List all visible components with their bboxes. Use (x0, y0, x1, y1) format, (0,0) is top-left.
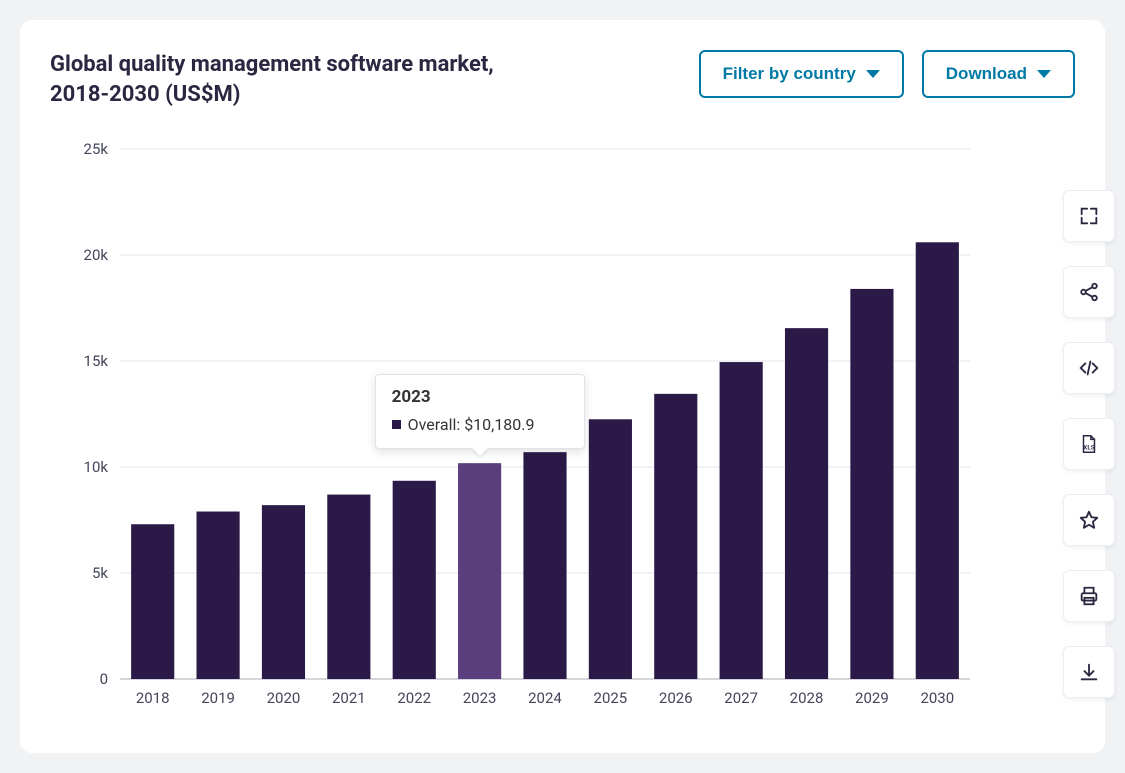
svg-text:15k: 15k (84, 352, 109, 370)
bar-2026[interactable] (654, 394, 697, 679)
star-icon (1078, 509, 1100, 531)
tooltip-arrow (472, 448, 488, 456)
chevron-down-icon (866, 70, 880, 78)
download-file-button[interactable] (1063, 646, 1115, 698)
bar-2023[interactable] (458, 464, 501, 680)
expand-icon (1078, 205, 1100, 227)
svg-text:2024: 2024 (528, 689, 562, 707)
share-button[interactable] (1063, 266, 1115, 318)
embed-button[interactable] (1063, 342, 1115, 394)
share-icon (1078, 281, 1100, 303)
svg-text:2028: 2028 (790, 689, 824, 707)
svg-text:2025: 2025 (594, 689, 628, 707)
chart-card: Global quality management software marke… (20, 20, 1105, 753)
svg-text:XLS: XLS (1083, 444, 1095, 452)
download-button[interactable]: Download (922, 50, 1075, 98)
svg-text:25k: 25k (84, 140, 109, 158)
bar-2018[interactable] (131, 525, 174, 680)
svg-text:10k: 10k (84, 458, 109, 476)
svg-text:5k: 5k (92, 564, 108, 582)
bar-2027[interactable] (720, 362, 763, 679)
svg-text:2026: 2026 (659, 689, 693, 707)
svg-text:2021: 2021 (332, 689, 366, 707)
bar-2029[interactable] (850, 289, 893, 679)
favorite-button[interactable] (1063, 494, 1115, 546)
bar-2024[interactable] (523, 453, 566, 680)
bar-2022[interactable] (393, 481, 436, 679)
svg-text:2019: 2019 (201, 689, 235, 707)
tooltip-title: 2023 (392, 387, 568, 407)
filter-by-country-button[interactable]: Filter by country (699, 50, 904, 98)
expand-button[interactable] (1063, 190, 1115, 242)
chart-tooltip: 2023 Overall: $10,180.9 (375, 374, 585, 449)
svg-text:2018: 2018 (136, 689, 170, 707)
header-actions: Filter by country Download (699, 50, 1075, 98)
print-icon (1078, 585, 1100, 607)
svg-text:0: 0 (100, 670, 108, 688)
tooltip-row: Overall: $10,180.9 (392, 415, 568, 434)
embed-icon (1078, 357, 1100, 379)
print-button[interactable] (1063, 570, 1115, 622)
svg-text:2027: 2027 (724, 689, 758, 707)
chart-title: Global quality management software marke… (50, 50, 550, 109)
bar-2028[interactable] (785, 329, 828, 680)
svg-text:2022: 2022 (397, 689, 431, 707)
svg-text:2030: 2030 (920, 689, 954, 707)
chart-area: 05k10k15k20k25k2018201920202021202220232… (50, 129, 1075, 719)
bar-2025[interactable] (589, 420, 632, 680)
side-toolbar: XLS (1063, 190, 1115, 698)
download-button-label: Download (946, 64, 1027, 84)
xls-icon: XLS (1078, 433, 1100, 455)
bar-2021[interactable] (327, 495, 370, 679)
tooltip-swatch (392, 420, 401, 429)
bar-2020[interactable] (262, 506, 305, 680)
svg-text:2020: 2020 (267, 689, 301, 707)
svg-text:2029: 2029 (855, 689, 889, 707)
bar-2030[interactable] (916, 243, 959, 680)
filter-button-label: Filter by country (723, 64, 856, 84)
chevron-down-icon (1037, 70, 1051, 78)
download-icon (1078, 661, 1100, 683)
svg-text:2023: 2023 (463, 689, 497, 707)
xls-button[interactable]: XLS (1063, 418, 1115, 470)
card-header: Global quality management software marke… (50, 50, 1075, 109)
bar-2019[interactable] (197, 512, 240, 679)
tooltip-text: Overall: $10,180.9 (408, 415, 535, 434)
svg-text:20k: 20k (84, 246, 109, 264)
